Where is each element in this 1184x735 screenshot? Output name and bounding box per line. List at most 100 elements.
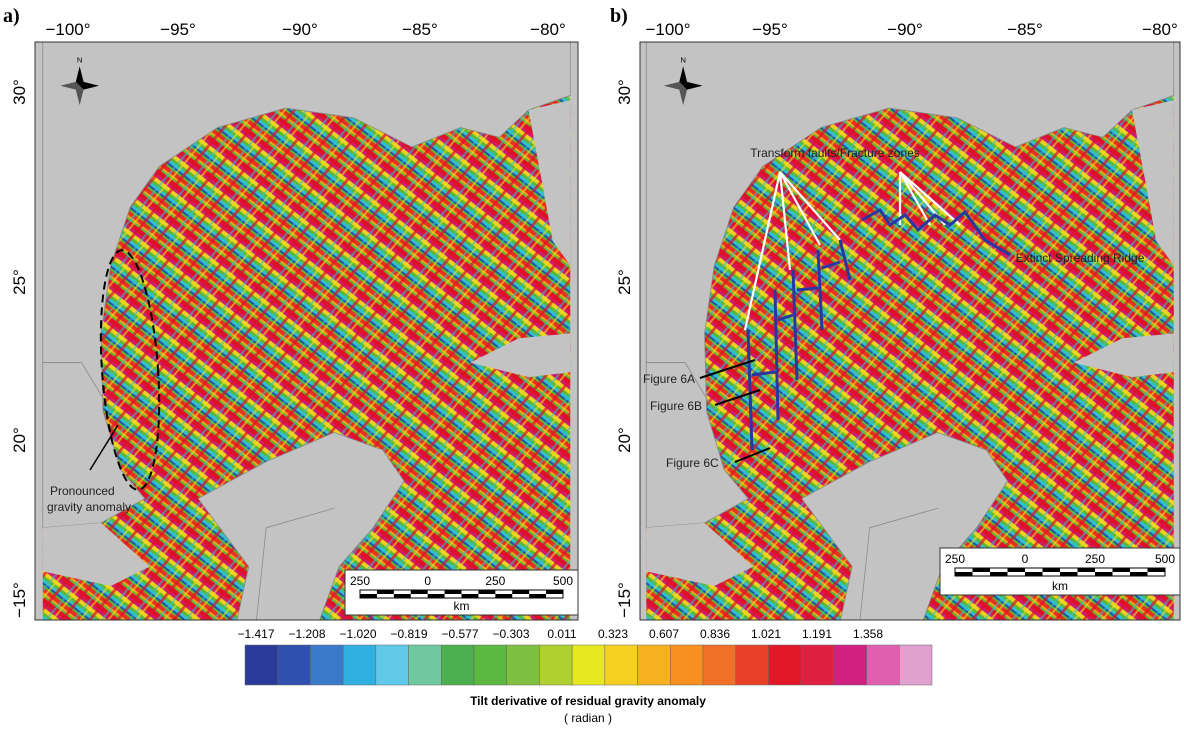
scale-bar-segment (546, 590, 563, 594)
colorbar-swatch (506, 644, 540, 686)
colorbar-swatch (735, 644, 769, 686)
scale-bar-segment (1025, 572, 1043, 576)
longitude-label: −100° (645, 20, 690, 39)
scale-bar-segment (1112, 568, 1130, 572)
scale-bar-tick: 250 (350, 574, 370, 588)
scale-bar-segment (495, 594, 513, 598)
colorbar (244, 644, 933, 686)
scale-bar-tick: 250 (945, 552, 965, 566)
scale-bar-segment (529, 594, 547, 598)
latitude-label: 20° (615, 427, 634, 453)
latitude-label: 30° (615, 79, 634, 105)
longitude-label: −80° (1142, 20, 1178, 39)
colorbar-swatch (473, 644, 507, 686)
scale-bar-segment (461, 594, 479, 598)
colorbar-swatch (441, 644, 475, 686)
colorbar-swatch (310, 644, 344, 686)
annotation: Figure 6B (650, 399, 702, 413)
longitude-label: −90° (282, 20, 318, 39)
scale-bar-segment (360, 594, 377, 598)
scale-bar-segment (410, 590, 428, 594)
annotation: Figure 6C (666, 456, 719, 470)
annotation: Transform faults/Fracture zones (750, 146, 920, 160)
scale-bar-segment (376, 590, 394, 594)
colorbar-swatch (539, 644, 573, 686)
colorbar-swatch (342, 644, 377, 686)
longitude-label: −90° (887, 20, 923, 39)
scale-bar-tick: 500 (1155, 552, 1175, 566)
colorbar-tick-label: 0.011 (547, 627, 576, 641)
colorbar-tick-label: 1.021 (751, 627, 781, 641)
latitude-label: 30° (10, 79, 29, 105)
scale-bar-tick: 500 (553, 574, 573, 588)
latitude-label: −15° (615, 582, 634, 618)
annotation: Pronounced (50, 484, 115, 498)
scale-bar-segment (1077, 568, 1095, 572)
panel-label: b) (610, 5, 628, 27)
colorbar-swatch (899, 644, 933, 686)
scale-bar-segment (1042, 568, 1060, 572)
colorbar-swatch (637, 644, 671, 686)
annotation: Figure 6A (643, 372, 695, 386)
colorbar-tick-label: −1.020 (339, 627, 376, 641)
scale-bar-tick: 0 (424, 574, 431, 588)
scale-bar-segment (955, 572, 973, 576)
colorbar-tick-label: 0.836 (700, 627, 730, 641)
colorbar-tick-label: 0.323 (598, 627, 628, 641)
scale-bar-segment (444, 590, 462, 594)
annotation: Extinct Spreading Ridge (1016, 251, 1145, 265)
colorbar-swatch (604, 644, 638, 686)
colorbar-swatch (375, 644, 409, 686)
colorbar-swatch (277, 644, 311, 686)
panel-b (639, 41, 1181, 621)
scale-bar-segment (512, 590, 530, 594)
colorbar-swatch (833, 644, 867, 686)
scale-bar-tick: 250 (485, 574, 505, 588)
latitude-label: 20° (10, 427, 29, 453)
colorbar-swatch (702, 644, 736, 686)
colorbar-tick-label: −1.417 (237, 627, 274, 641)
scale-bar-segment (393, 594, 411, 598)
longitude-label: −95° (160, 20, 196, 39)
colorbar-swatch (244, 644, 278, 686)
scale-bar-unit: km (454, 599, 470, 613)
scale-bar-segment (972, 568, 990, 572)
panel-a (34, 41, 579, 621)
scale-bar-outline (954, 567, 1166, 577)
colorbar-tick-label: −1.208 (288, 627, 325, 641)
scale-bar-segment (1130, 572, 1148, 576)
colorbar-swatch (408, 644, 442, 686)
scale-bar-segment (1060, 572, 1078, 576)
colorbar-tick-label: 1.191 (802, 627, 832, 641)
colorbar-swatch (768, 644, 802, 686)
colorbar-swatch (571, 644, 606, 686)
scale-bar-segment (990, 572, 1008, 576)
colorbar-tick-label: −0.819 (390, 627, 427, 641)
colorbar-tick-label: 0.607 (649, 627, 679, 641)
scale-bar-outline (359, 589, 564, 599)
latitude-label: −15° (10, 582, 29, 618)
longitude-label: −80° (530, 20, 566, 39)
colorbar-tick-label: 1.358 (853, 627, 883, 641)
latitude-label: 25° (10, 269, 29, 295)
colorbar-tick-label: −0.577 (441, 627, 478, 641)
longitude-label: −95° (752, 20, 788, 39)
scale-bar-segment (427, 594, 445, 598)
scale-bar-tick: 0 (1022, 552, 1029, 566)
colorbar-tick-label: −0.303 (492, 627, 529, 641)
annotation: gravity anomaly (47, 500, 131, 514)
colorbar-swatch (866, 644, 900, 686)
panel-label: a) (3, 5, 20, 27)
longitude-label: −85° (1007, 20, 1043, 39)
latitude-label: 25° (615, 269, 634, 295)
colorbar-title: Tilt derivative of residual gravity anom… (470, 694, 706, 708)
scale-bar-unit: km (1052, 579, 1068, 593)
colorbar-unit: ( radian ) (564, 711, 612, 725)
scale-bar-segment (1007, 568, 1025, 572)
longitude-label: −100° (45, 20, 90, 39)
scale-bar-tick: 250 (1085, 552, 1105, 566)
longitude-label: −85° (402, 20, 438, 39)
colorbar-swatch (670, 644, 704, 686)
colorbar-swatch (800, 644, 835, 686)
